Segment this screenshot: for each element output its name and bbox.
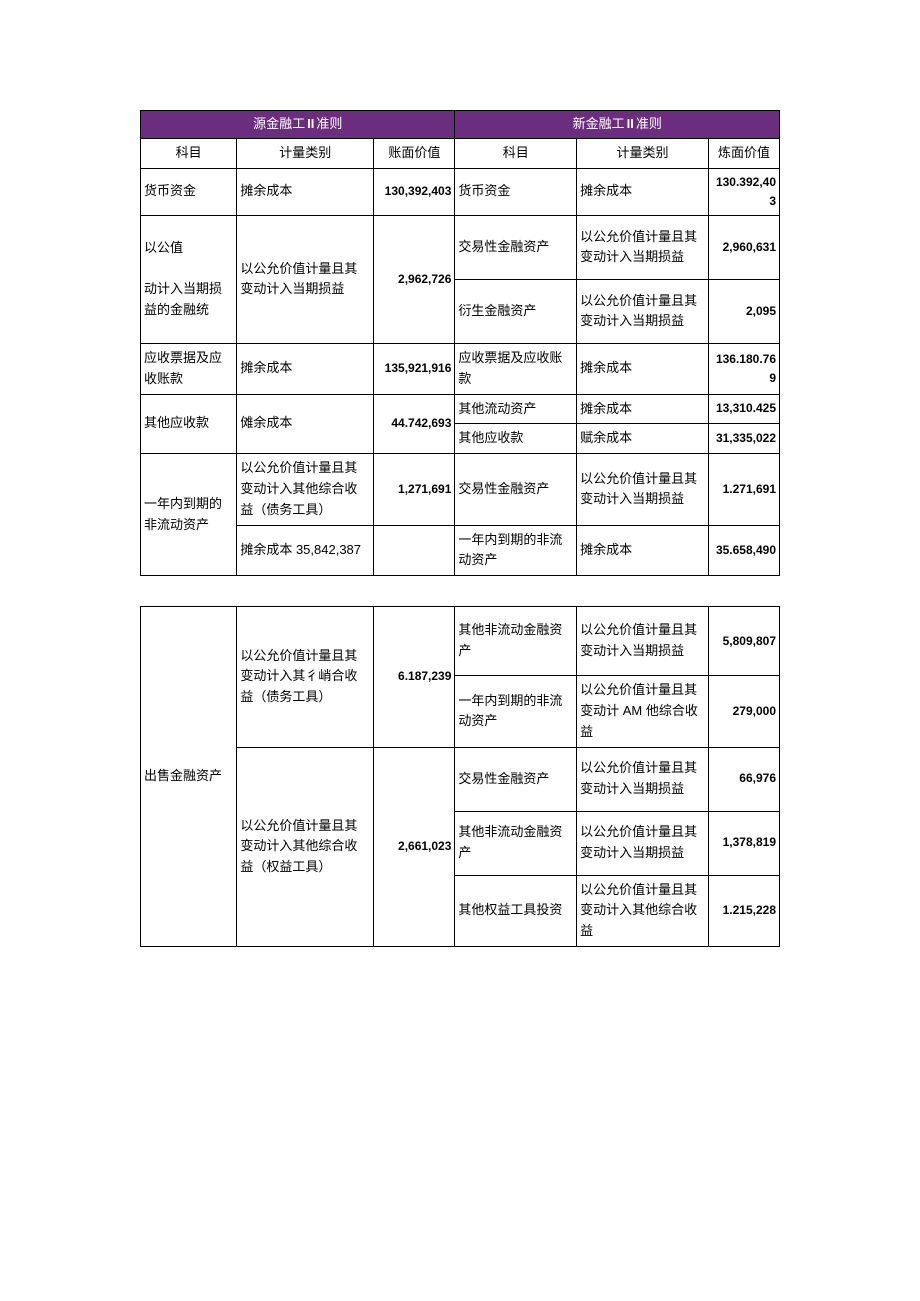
cell: 以公允价值计量且其变动计入其他综合收益（债务工具）: [237, 454, 374, 525]
table-row: 以公允价值计量且其变动计入其他综合收益（权益工具） 2,661,023 交易性金…: [141, 747, 780, 811]
cell: 1.271,691: [708, 454, 779, 525]
cell: 摊余成本 35,842,387: [237, 525, 374, 576]
new-title-a: 新金融工: [573, 116, 625, 131]
cell: 66,976: [708, 747, 779, 811]
cell: 其他权益工具投资: [455, 875, 577, 946]
comparison-table-1: 源金融工II准则 新金融工II准则 科目 计量类别 账面价值 科目 计量类别 炼…: [140, 110, 780, 576]
table-row: 应收票据及应收账款 摊余成本 135,921,916 应收票据及应收账款 摊余成…: [141, 343, 780, 394]
col-subject-r: 科目: [455, 138, 577, 168]
cell: 一年内到期的非流动资产: [455, 676, 577, 747]
cell: 以公允价值计量且其变动计入其他综合收益: [577, 875, 709, 946]
table-row: 一年内到期的非流动资产 以公允价值计量且其变动计入其他综合收益（债务工具） 1,…: [141, 454, 780, 525]
cell: 货币资金: [455, 168, 577, 215]
cell: 以公允价值计量且其变动计入当期损益: [577, 747, 709, 811]
cell: 摊余成本: [237, 343, 374, 394]
cell: 2,661,023: [374, 747, 455, 946]
cell: 其他应收款: [141, 394, 237, 454]
cell: 136.180.769: [708, 343, 779, 394]
old-title-b: 准则: [316, 116, 342, 131]
cell: 1.215,228: [708, 875, 779, 946]
cell: 摊余成本: [237, 168, 374, 215]
col-category-l: 计量类别: [237, 138, 374, 168]
cell: 以公允价值计量且其变动计入当期损益: [577, 811, 709, 875]
cell: 279,000: [708, 676, 779, 747]
cell: [374, 525, 455, 576]
cell: 以公允价值计量且其变动计入当期损益: [577, 454, 709, 525]
col-subject-l: 科目: [141, 138, 237, 168]
cell: 1,271,691: [374, 454, 455, 525]
table-row: 摊余成本 35,842,387 一年内到期的非流动资产 摊余成本 35.658,…: [141, 525, 780, 576]
cell: 130,392,403: [374, 168, 455, 215]
cell: 31,335,022: [708, 424, 779, 454]
cell: 交易性金融资产: [455, 454, 577, 525]
header-row-1: 源金融工II准则 新金融工II准则: [141, 111, 780, 139]
cell: 以公允价值计量且其变动计入其他综合收益（权益工具）: [237, 747, 374, 946]
cell: 135,921,916: [374, 343, 455, 394]
old-standard-header: 源金融工II准则: [141, 111, 455, 139]
cell: 以公允价值计量且其变动计 AM 他综合收益: [577, 676, 709, 747]
cell-text: 动计入当期损益的金融统: [144, 281, 222, 317]
cell: 6.187,239: [374, 607, 455, 747]
cell: 货币资金: [141, 168, 237, 215]
cell: 35.658,490: [708, 525, 779, 576]
col-category-r: 计量类别: [577, 138, 709, 168]
roman-two-right: II: [627, 116, 634, 131]
cell: 以公允价值计量且其变动计入当期损益: [577, 607, 709, 676]
cell: 应收票据及应收账款: [455, 343, 577, 394]
cell: 130.392,403: [708, 168, 779, 215]
cell: 应收票据及应收账款: [141, 343, 237, 394]
cell: 傩余成本: [237, 394, 374, 454]
table-row: 其他应收款 傩余成本 44.742,693 其他流动资产 摊余成本 13,310…: [141, 394, 780, 424]
cell: 以公允价值计量且其变动计入其彳峭合收益（债务工具）: [237, 607, 374, 747]
cell: 以公允价值计量且其变动计入当期损益: [577, 215, 709, 279]
cell: 1,378,819: [708, 811, 779, 875]
cell: 以公允价值计量且其变动计入当期损益: [237, 215, 374, 343]
cell: 赋余成本: [577, 424, 709, 454]
roman-two-left: II: [307, 116, 314, 131]
table-row: 以公值 动计入当期损益的金融统 以公允价值计量且其变动计入当期损益 2,962,…: [141, 215, 780, 279]
cell: 13,310.425: [708, 394, 779, 424]
cell: 摊余成本: [577, 343, 709, 394]
cell: 出售金融资产: [141, 607, 237, 947]
cell: 摊余成本: [577, 525, 709, 576]
cell: 一年内到期的非流动资产: [455, 525, 577, 576]
cell: 2,962,726: [374, 215, 455, 343]
cell: 2,095: [708, 279, 779, 343]
cell: 衍生金融资产: [455, 279, 577, 343]
cell: 摊余成本: [577, 394, 709, 424]
cell: 其他流动资产: [455, 394, 577, 424]
col-bookvalue-r: 炼面价值: [708, 138, 779, 168]
cell: 摊余成本: [577, 168, 709, 215]
table-row: 货币资金 摊余成本 130,392,403 货币资金 摊余成本 130.392,…: [141, 168, 780, 215]
cell: 5,809,807: [708, 607, 779, 676]
cell: 以公值 动计入当期损益的金融统: [141, 215, 237, 343]
cell: 交易性金融资产: [455, 215, 577, 279]
new-title-b: 准则: [636, 116, 662, 131]
col-bookvalue-l: 账面价值: [374, 138, 455, 168]
cell: 44.742,693: [374, 394, 455, 454]
cell: 一年内到期的非流动资产: [141, 454, 237, 576]
cell: 以公允价值计量且其变动计入当期损益: [577, 279, 709, 343]
comparison-table-2: 出售金融资产 以公允价值计量且其变动计入其彳峭合收益（债务工具） 6.187,2…: [140, 606, 780, 947]
cell-text: 以公值: [144, 240, 183, 255]
new-standard-header: 新金融工II准则: [455, 111, 780, 139]
cell: 其他非流动金融资产: [455, 811, 577, 875]
cell: 交易性金融资产: [455, 747, 577, 811]
cell: 其他非流动金融资产: [455, 607, 577, 676]
cell: 2,960,631: [708, 215, 779, 279]
old-title-a: 源金融工: [253, 116, 305, 131]
header-row-2: 科目 计量类别 账面价值 科目 计量类别 炼面价值: [141, 138, 780, 168]
table-row: 出售金融资产 以公允价值计量且其变动计入其彳峭合收益（债务工具） 6.187,2…: [141, 607, 780, 676]
cell: 其他应收款: [455, 424, 577, 454]
